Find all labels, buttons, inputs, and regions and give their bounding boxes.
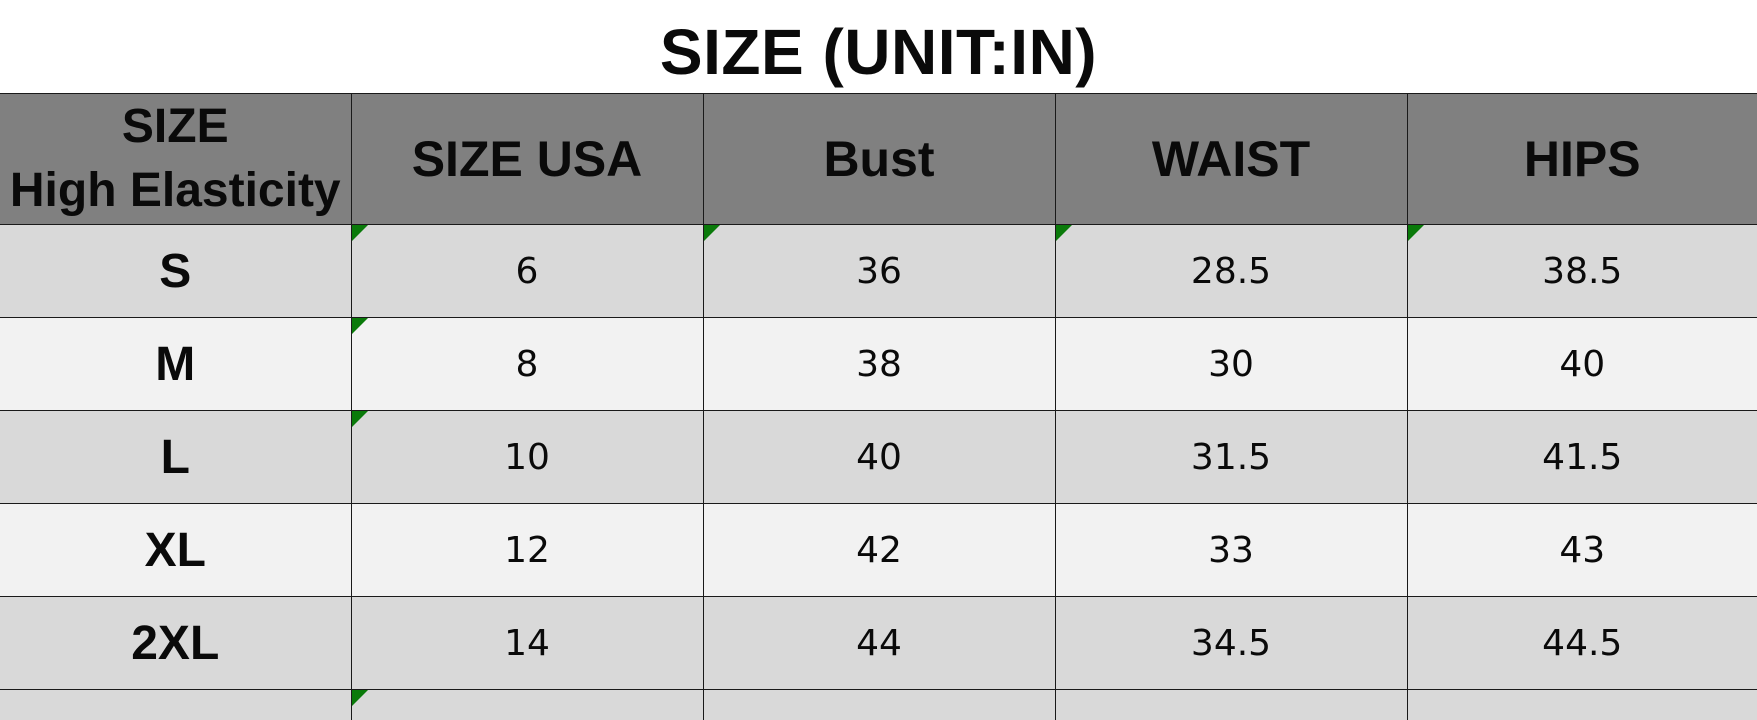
- waist-cell: 30: [1055, 318, 1407, 411]
- bust-cell: 36: [703, 225, 1055, 318]
- size-usa-cell: 10: [351, 411, 703, 504]
- header-row: SIZE High Elasticity SIZE USA Bust WAIST…: [0, 94, 1757, 225]
- size-usa-value: 8: [516, 344, 539, 385]
- table-row-2xl: 2XL 14 44 34.5 44.5: [0, 597, 1757, 690]
- partial-cell: [1055, 690, 1407, 720]
- size-usa-value: 10: [504, 437, 550, 478]
- table-row-partial: [0, 690, 1757, 720]
- cell-flag-icon: [352, 411, 368, 427]
- header-size-line1: SIZE: [0, 95, 351, 159]
- bust-cell: 42: [703, 504, 1055, 597]
- cell-flag-icon: [352, 690, 368, 706]
- waist-cell: 34.5: [1055, 597, 1407, 690]
- bust-cell: 44: [703, 597, 1055, 690]
- size-cell: S: [0, 225, 351, 318]
- hips-cell: 40: [1407, 318, 1757, 411]
- waist-cell: 31.5: [1055, 411, 1407, 504]
- size-usa-cell: 8: [351, 318, 703, 411]
- header-waist: WAIST: [1055, 94, 1407, 225]
- size-table: SIZE High Elasticity SIZE USA Bust WAIST…: [0, 93, 1757, 720]
- cell-flag-icon: [352, 225, 368, 241]
- table-row-m: M 8 38 30 40: [0, 318, 1757, 411]
- header-hips: HIPS: [1407, 94, 1757, 225]
- cell-flag-icon: [704, 225, 720, 241]
- cell-flag-icon: [1408, 225, 1424, 241]
- hips-cell: 38.5: [1407, 225, 1757, 318]
- hips-cell: 43: [1407, 504, 1757, 597]
- hips-value: 38.5: [1542, 251, 1622, 292]
- header-size-usa: SIZE USA: [351, 94, 703, 225]
- bust-cell: 40: [703, 411, 1055, 504]
- bust-cell: 38: [703, 318, 1055, 411]
- cell-flag-icon: [1056, 225, 1072, 241]
- header-bust: Bust: [703, 94, 1055, 225]
- partial-cell: [351, 690, 703, 720]
- cell-flag-icon: [352, 318, 368, 334]
- table-row-l: L 10 40 31.5 41.5: [0, 411, 1757, 504]
- size-usa-value: 6: [516, 251, 539, 292]
- size-usa-cell: 12: [351, 504, 703, 597]
- hips-cell: 41.5: [1407, 411, 1757, 504]
- partial-cell: [703, 690, 1055, 720]
- waist-cell: 33: [1055, 504, 1407, 597]
- waist-cell: 28.5: [1055, 225, 1407, 318]
- header-size-line2: High Elasticity: [0, 159, 351, 223]
- header-size: SIZE High Elasticity: [0, 94, 351, 225]
- size-cell: L: [0, 411, 351, 504]
- size-usa-cell: 6: [351, 225, 703, 318]
- size-cell: M: [0, 318, 351, 411]
- size-usa-cell: 14: [351, 597, 703, 690]
- waist-value: 28.5: [1191, 251, 1271, 292]
- size-cell: 2XL: [0, 597, 351, 690]
- partial-cell: [1407, 690, 1757, 720]
- partial-cell: [0, 690, 351, 720]
- chart-title: SIZE (UNIT:IN): [0, 0, 1757, 93]
- hips-cell: 44.5: [1407, 597, 1757, 690]
- size-cell: XL: [0, 504, 351, 597]
- bust-value: 36: [856, 251, 902, 292]
- table-row-s: S 6 36 28.5 38.5: [0, 225, 1757, 318]
- table-row-xl: XL 12 42 33 43: [0, 504, 1757, 597]
